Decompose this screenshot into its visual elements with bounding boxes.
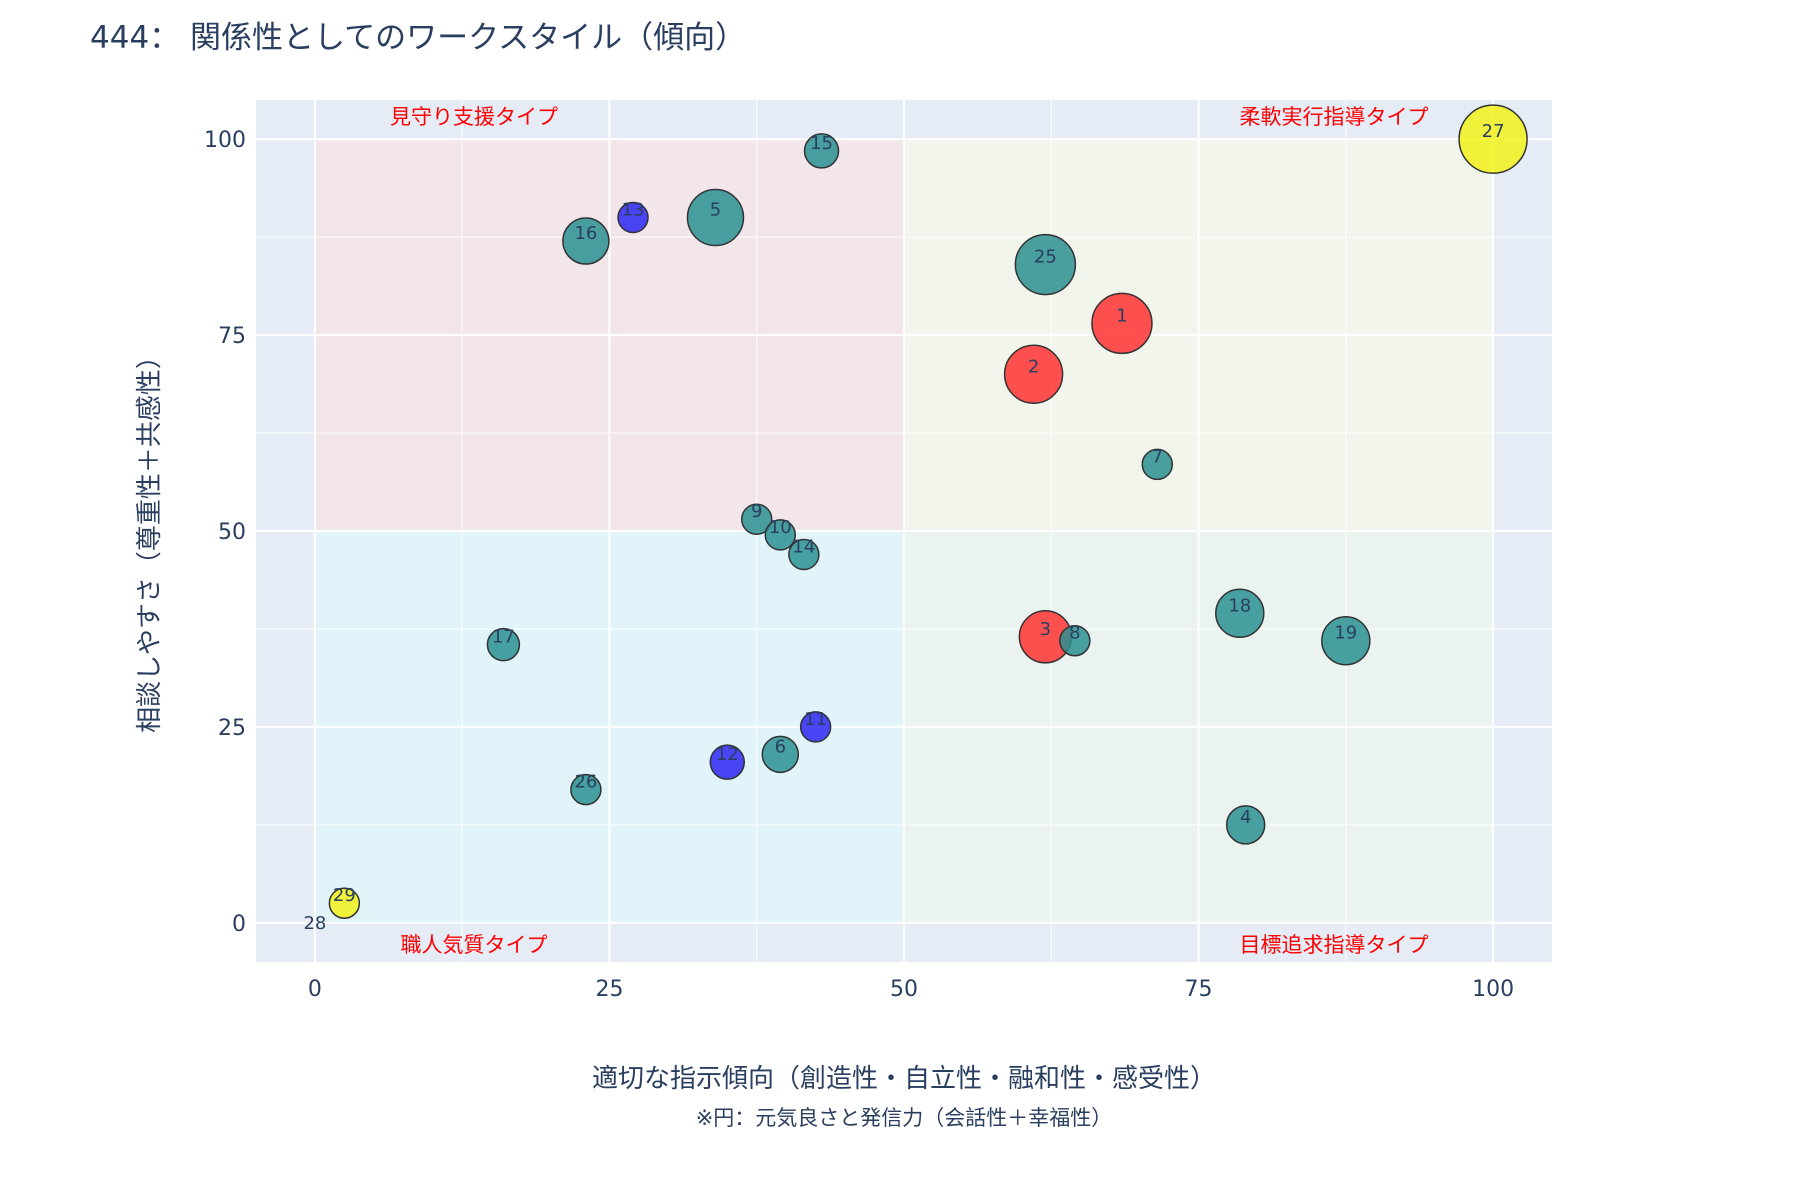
- bubble-1: [1091, 292, 1153, 355]
- bubble-label: 17: [492, 627, 515, 648]
- y-tick-label: 0: [232, 912, 246, 937]
- bubble-size-note: ※円：元気良さと発信力（会話性＋幸福性）: [696, 1106, 1113, 1130]
- bubble-18: [1215, 588, 1265, 639]
- bubble-10: [764, 519, 797, 551]
- bubble-label: 6: [775, 736, 786, 757]
- quadrant-label: 柔軟実行指導タイプ: [1240, 105, 1429, 129]
- y-tick-label: 50: [218, 520, 246, 545]
- bubble-9: [740, 503, 773, 535]
- bubble-label: 25: [1034, 247, 1057, 268]
- bubble-6: [761, 735, 800, 774]
- bubble-label: 27: [1482, 121, 1505, 142]
- x-tick-label: 0: [308, 977, 322, 1002]
- quadrant-label: 見守り支援タイプ: [390, 105, 558, 129]
- x-axis-ticks: 0 25 50 75 100: [308, 977, 1514, 1002]
- bubble-label: 18: [1228, 595, 1251, 616]
- bubble-label: 14: [792, 537, 815, 558]
- bubble-label: 19: [1334, 623, 1357, 644]
- bubble-14: [788, 538, 820, 571]
- bubble-label: 4: [1240, 807, 1251, 828]
- bubble-label: 5: [710, 200, 721, 221]
- chart-title: 444： 関係性としてのワークスタイル（傾向）: [90, 20, 746, 56]
- y-tick-label: 25: [218, 716, 246, 741]
- bubble-label: 3: [1040, 619, 1051, 640]
- bubble-19: [1321, 615, 1371, 666]
- y-axis-title: 相談しやすさ（尊重性＋共感性）: [135, 343, 165, 733]
- y-tick-label: 100: [204, 128, 246, 153]
- bubble-label: 29: [333, 885, 356, 906]
- bubble-11: [799, 711, 832, 743]
- x-axis-title: 適切な指示傾向（創造性・自立性・融和性・感受性）: [592, 1064, 1216, 1094]
- quadrant-label: 目標追求指導タイプ: [1240, 933, 1429, 957]
- x-tick-label: 25: [595, 977, 623, 1002]
- bubble-27: [1458, 104, 1528, 174]
- bubble-26: [570, 773, 602, 806]
- bubble-label: 7: [1152, 446, 1163, 467]
- bubble-label: 16: [574, 223, 597, 244]
- bubble-label: 15: [810, 133, 833, 154]
- bubble-label: 12: [716, 744, 739, 765]
- y-tick-label: 75: [218, 324, 246, 349]
- bubble-7: [1141, 448, 1174, 481]
- bubble-29: [328, 887, 361, 919]
- bubble-label: 13: [622, 200, 645, 221]
- x-tick-label: 75: [1185, 977, 1213, 1002]
- bubble-label: 26: [574, 772, 597, 793]
- bubble-label: 8: [1069, 623, 1080, 644]
- bubble-label: 10: [769, 517, 792, 538]
- bubble-16: [562, 217, 610, 265]
- bubble-12: [709, 744, 746, 780]
- bubble-label: 1: [1116, 305, 1127, 326]
- x-tick-label: 50: [890, 977, 918, 1002]
- x-tick-label: 100: [1472, 977, 1514, 1002]
- bubble-4: [1225, 805, 1266, 845]
- quadrant-label: 職人気質タイプ: [400, 933, 547, 957]
- bubble-label: 11: [804, 709, 827, 730]
- bubble-8: [1059, 624, 1091, 657]
- y-axis-ticks: 0 25 50 75 100: [204, 128, 246, 937]
- bubble-25: [1014, 233, 1077, 296]
- bubble-label: 2: [1028, 356, 1039, 377]
- point-label: 28: [303, 913, 326, 934]
- bubble-15: [803, 133, 840, 169]
- bubble-2: [1003, 344, 1064, 405]
- bubble-label: 9: [751, 501, 762, 522]
- bubble-17: [486, 627, 521, 662]
- bubble-5: [686, 188, 745, 247]
- bubble-13: [617, 201, 649, 234]
